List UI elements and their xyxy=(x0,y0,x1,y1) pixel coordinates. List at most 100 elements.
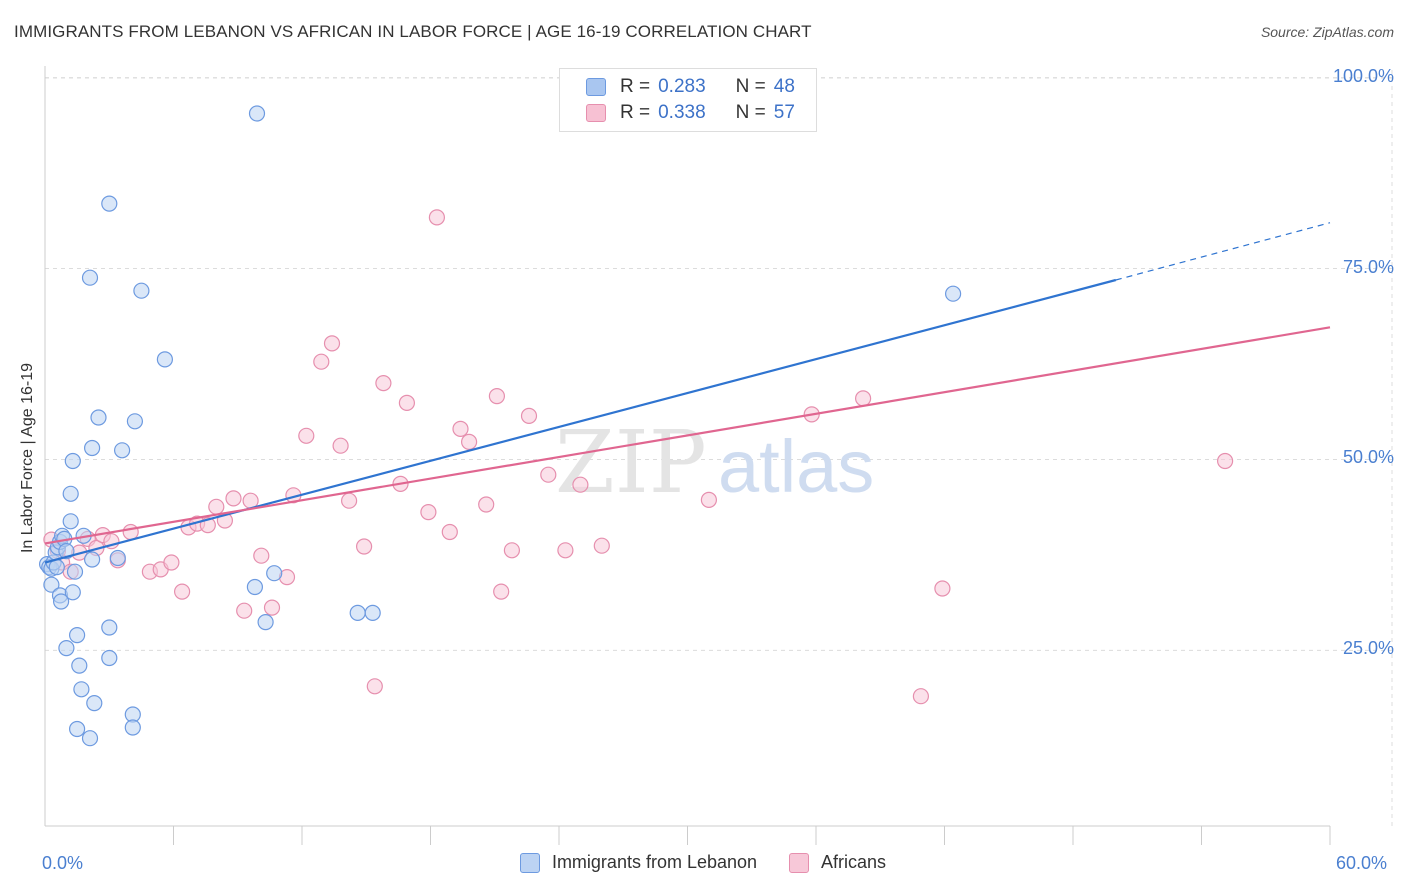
data-point xyxy=(420,503,437,521)
data-point xyxy=(58,639,75,657)
data-point xyxy=(90,409,107,426)
data-point xyxy=(64,452,81,470)
data-point xyxy=(83,551,101,568)
data-point xyxy=(73,681,90,698)
watermark: ZIP atlas xyxy=(555,413,874,513)
trend-line-extension xyxy=(1115,222,1331,281)
axes xyxy=(44,66,1331,845)
data-point xyxy=(52,593,70,610)
data-point xyxy=(332,437,349,454)
y-tick-label: 100.0% xyxy=(1332,65,1394,86)
data-point xyxy=(356,538,373,555)
data-point xyxy=(81,269,99,286)
legend-swatch-africans xyxy=(586,104,606,122)
data-point xyxy=(174,583,191,600)
data-point xyxy=(263,599,281,616)
data-point xyxy=(520,407,538,424)
data-point xyxy=(68,720,86,738)
data-point xyxy=(236,602,253,619)
data-point xyxy=(854,390,872,407)
data-point xyxy=(109,549,126,567)
series-lebanon-points xyxy=(38,105,962,747)
data-point xyxy=(225,490,242,507)
trend-lines xyxy=(44,222,1331,564)
legend-row-africans: R = 0.338 N = 57 xyxy=(586,102,795,124)
y-axis-label: In Labor Force | Age 16-19 xyxy=(19,362,36,554)
correlation-legend: R = 0.283 N = 48 R = 0.338 N = 57 xyxy=(559,68,817,132)
source-label: Source: ZipAtlas.com xyxy=(1260,24,1394,40)
data-point xyxy=(208,498,225,515)
x-tick-label-min: 0.0% xyxy=(42,853,84,873)
data-point xyxy=(349,604,366,622)
data-point xyxy=(934,580,951,597)
data-point xyxy=(375,375,392,392)
series-legend-label: Immigrants from Lebanon xyxy=(551,852,758,872)
data-point xyxy=(253,547,270,564)
data-point xyxy=(428,209,445,226)
series-legend-lebanon[interactable]: Immigrants from Lebanon xyxy=(519,852,758,873)
data-point xyxy=(156,351,173,368)
legend-r-label: R = xyxy=(620,102,651,123)
legend-swatch-lebanon xyxy=(586,78,606,96)
data-point xyxy=(366,678,383,695)
data-point xyxy=(43,576,60,593)
watermark-atlas: atlas xyxy=(718,425,874,508)
data-point xyxy=(71,657,88,674)
data-point xyxy=(248,105,266,122)
data-point xyxy=(62,485,79,502)
data-point xyxy=(81,730,99,747)
legend-row-lebanon: R = 0.283 N = 48 xyxy=(586,76,795,98)
data-point xyxy=(101,649,118,667)
x-tick-label-max: 60.0% xyxy=(1336,853,1388,873)
legend-n-value: 57 xyxy=(773,102,795,123)
series-legend-africans[interactable]: Africans xyxy=(789,852,886,873)
data-point xyxy=(86,694,103,712)
data-point xyxy=(341,492,358,509)
legend-r-label: R = xyxy=(620,76,651,97)
legend-n-label: N = xyxy=(735,76,766,97)
data-point xyxy=(126,413,143,430)
data-point xyxy=(101,619,118,636)
data-point xyxy=(461,433,478,450)
trend-line-africans xyxy=(44,326,1331,545)
data-point xyxy=(64,584,81,601)
data-point xyxy=(503,542,520,559)
data-point xyxy=(700,491,718,508)
data-point xyxy=(113,442,131,459)
data-point xyxy=(912,688,930,705)
watermark-zip: ZIP xyxy=(555,413,707,513)
data-point xyxy=(572,476,589,493)
data-point xyxy=(83,439,101,457)
data-point xyxy=(133,282,150,299)
data-point xyxy=(68,626,86,644)
data-point xyxy=(101,195,118,212)
data-point xyxy=(452,420,469,437)
data-point xyxy=(246,578,263,596)
data-point xyxy=(266,565,283,582)
data-point xyxy=(441,523,458,541)
data-point xyxy=(478,496,495,513)
legend-r-value: 0.338 xyxy=(658,102,706,123)
chart-title: IMMIGRANTS FROM LEBANON VS AFRICAN IN LA… xyxy=(14,22,812,41)
data-point xyxy=(593,537,610,554)
legend-swatch-africans xyxy=(789,852,810,873)
data-point xyxy=(540,466,557,483)
y-tick-label: 25.0% xyxy=(1342,638,1394,659)
data-point xyxy=(323,335,341,352)
data-point xyxy=(298,427,315,444)
legend-r-value: 0.283 xyxy=(658,76,706,97)
data-point xyxy=(398,394,415,411)
data-point xyxy=(62,513,79,530)
legend-n-label: N = xyxy=(735,102,766,123)
data-point xyxy=(313,353,330,370)
trend-line-lebanon xyxy=(44,278,1117,564)
data-point xyxy=(488,388,505,405)
data-point xyxy=(1216,452,1234,470)
legend-n-value: 48 xyxy=(773,76,795,97)
data-point xyxy=(364,604,381,622)
data-point xyxy=(557,542,574,559)
data-point xyxy=(257,613,274,631)
legend-swatch-lebanon xyxy=(519,852,540,873)
series-legend-label: Africans xyxy=(821,852,887,872)
